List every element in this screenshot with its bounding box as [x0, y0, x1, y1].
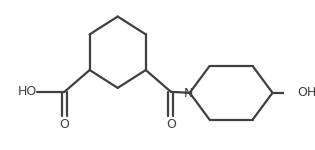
Text: N: N: [184, 87, 193, 100]
Text: HO: HO: [17, 85, 37, 98]
Text: O: O: [60, 118, 69, 131]
Text: O: O: [166, 118, 176, 131]
Text: OH: OH: [297, 86, 315, 99]
